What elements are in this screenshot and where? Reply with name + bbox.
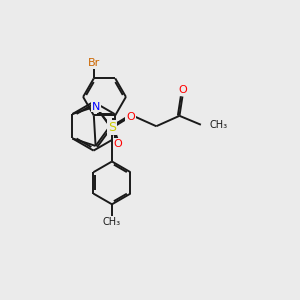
Text: N: N — [92, 101, 100, 112]
Text: CH₃: CH₃ — [209, 120, 227, 130]
Text: O: O — [113, 139, 122, 149]
Text: O: O — [126, 112, 135, 122]
Text: S: S — [108, 122, 116, 134]
Text: O: O — [178, 85, 187, 95]
Text: CH₃: CH₃ — [103, 217, 121, 227]
Text: Br: Br — [88, 58, 100, 68]
